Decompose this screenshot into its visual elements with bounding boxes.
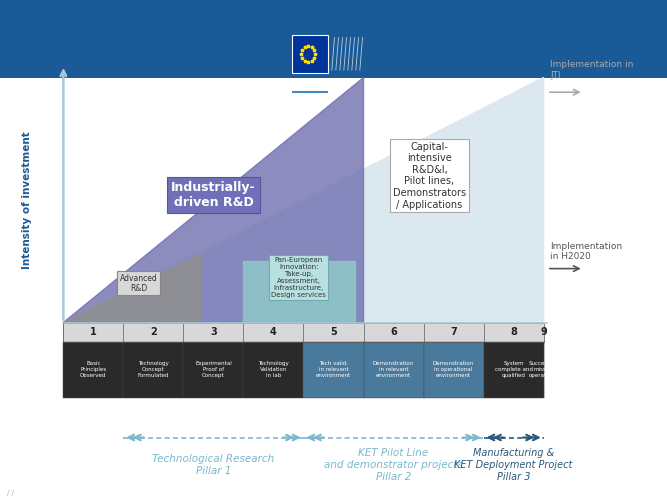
Text: Demonstration
in operational
environment: Demonstration in operational environment bbox=[433, 361, 474, 378]
Polygon shape bbox=[243, 261, 355, 322]
Text: Intensity of investment: Intensity of investment bbox=[22, 131, 31, 269]
Bar bbox=[123, 322, 183, 342]
Text: 3: 3 bbox=[210, 327, 217, 337]
Bar bbox=[364, 342, 424, 398]
Bar bbox=[424, 342, 484, 398]
Bar bbox=[243, 322, 303, 342]
Text: TRL: TRL bbox=[31, 327, 52, 337]
Bar bbox=[183, 322, 243, 342]
Text: Basic
Principles
Observed: Basic Principles Observed bbox=[80, 361, 107, 378]
Text: European
Commission: European Commission bbox=[287, 78, 334, 98]
Polygon shape bbox=[63, 78, 544, 322]
Text: KET Pilot Line
and demonstrator projects
Pillar 2: KET Pilot Line and demonstrator projects… bbox=[324, 448, 463, 482]
Text: Experimental
Proof of
Concept: Experimental Proof of Concept bbox=[195, 361, 232, 378]
Text: 1: 1 bbox=[90, 327, 97, 337]
Bar bbox=[243, 342, 303, 398]
Text: Pan-European
Innovation:
Take-up,
Assessment,
Infrastructure,
Design services: Pan-European Innovation: Take-up, Assess… bbox=[271, 256, 326, 298]
Text: 6: 6 bbox=[390, 327, 397, 337]
Polygon shape bbox=[63, 254, 201, 322]
Text: Successful
mission
operations: Successful mission operations bbox=[529, 361, 558, 378]
Text: Tech valid.
in relevant
environment: Tech valid. in relevant environment bbox=[316, 361, 351, 378]
Text: Implementation
in H2020: Implementation in H2020 bbox=[550, 242, 622, 261]
Text: Capital-
intensive
R&D&I,
Pilot lines,
Demonstrators
/ Applications: Capital- intensive R&D&I, Pilot lines, D… bbox=[393, 142, 466, 210]
Text: Technology
Validation
in lab: Technology Validation in lab bbox=[258, 361, 289, 378]
Text: Manufacturing &
KET Deployment Project
Pillar 3: Manufacturing & KET Deployment Project P… bbox=[454, 448, 573, 482]
Bar bbox=[484, 342, 544, 398]
Bar bbox=[0, 0, 667, 78]
Bar bbox=[0, 78, 667, 500]
Text: Technological Research
Pillar 1: Technological Research Pillar 1 bbox=[152, 454, 275, 476]
Text: 8: 8 bbox=[510, 327, 517, 337]
Text: System
complete and
qualified: System complete and qualified bbox=[495, 361, 532, 378]
Bar bbox=[484, 322, 544, 342]
Bar bbox=[63, 342, 123, 398]
Text: Technology
Concept
Formulated: Technology Concept Formulated bbox=[137, 361, 169, 378]
Bar bbox=[292, 35, 328, 72]
Text: Industrially-
driven R&D: Industrially- driven R&D bbox=[171, 181, 255, 209]
Text: Advanced
R&D: Advanced R&D bbox=[119, 274, 157, 293]
Bar bbox=[123, 342, 183, 398]
Bar bbox=[303, 322, 364, 342]
Text: 4: 4 bbox=[270, 327, 277, 337]
Text: 2: 2 bbox=[150, 327, 157, 337]
Text: Demonstration
in relevant
environment: Demonstration in relevant environment bbox=[373, 361, 414, 378]
Bar bbox=[364, 322, 424, 342]
Text: 5: 5 bbox=[330, 327, 337, 337]
Text: / /: / / bbox=[7, 490, 13, 496]
Text: Implementation in
JTI: Implementation in JTI bbox=[550, 60, 634, 80]
Polygon shape bbox=[63, 78, 364, 322]
Text: 9: 9 bbox=[540, 327, 547, 337]
Bar bbox=[63, 322, 123, 342]
Bar bbox=[303, 342, 364, 398]
Bar bbox=[424, 322, 484, 342]
Bar bbox=[63, 322, 544, 398]
Text: 7: 7 bbox=[450, 327, 457, 337]
Bar bbox=[183, 342, 243, 398]
